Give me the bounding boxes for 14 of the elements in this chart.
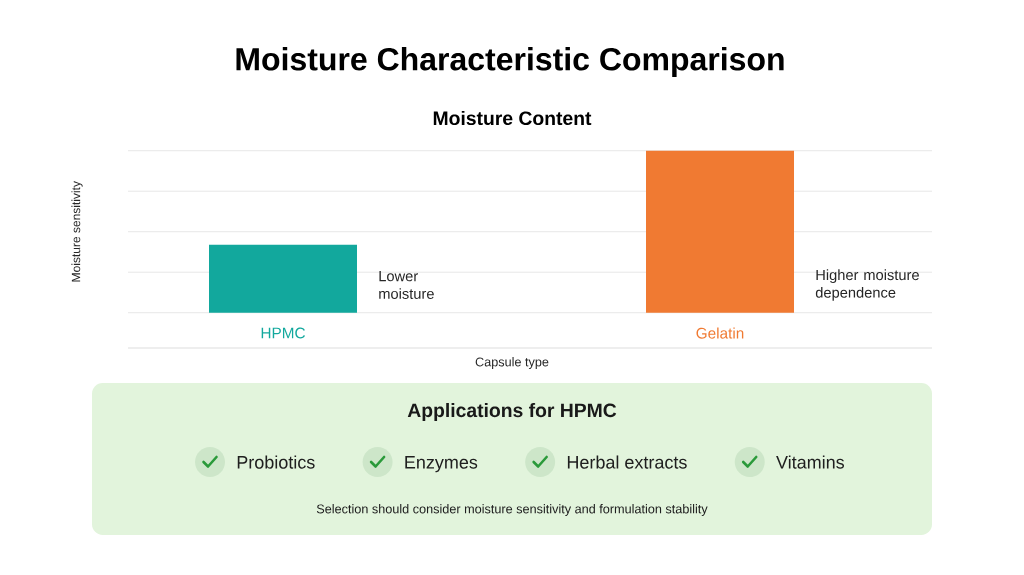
text: Enzymes [405, 456, 478, 473]
chart-subtitle: Moisture Content [433, 110, 592, 126]
chart-title: Moisture Characteristic Comparison [236, 47, 784, 77]
x-tick-label: HPMC [261, 327, 305, 339]
annotation: Lower moisture [379, 271, 434, 299]
y-axis-title: Moisture sensitivity [71, 181, 83, 282]
x-tick-label: Gelatin [696, 327, 744, 339]
text: Herbal extracts [567, 455, 687, 469]
text: Probiotics [237, 455, 315, 469]
annotation: Higher moisture dependence [815, 269, 919, 301]
text: Vitamins [776, 455, 845, 469]
text: Applications for HPMC [407, 402, 617, 422]
x-axis-title: Capsule type [475, 357, 549, 369]
text: Selection should consider moisture sensitivity and formulation stability [316, 504, 708, 516]
